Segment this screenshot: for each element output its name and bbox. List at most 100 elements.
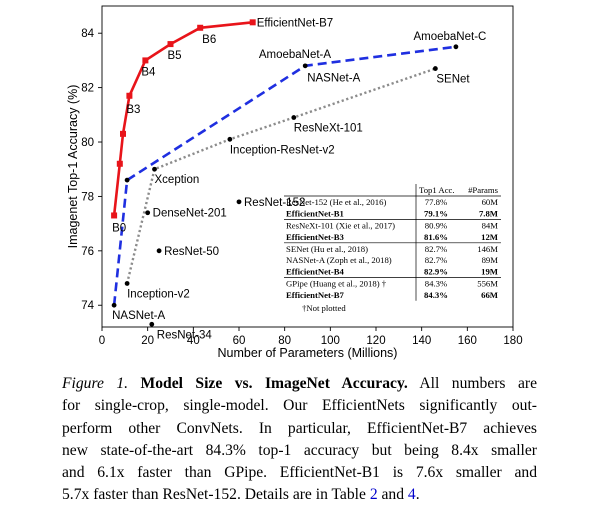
efficientnet-label: B4 bbox=[141, 66, 156, 78]
model-point bbox=[145, 210, 151, 216]
y-axis-label: Imagenet Top-1 Accuracy (%) bbox=[66, 85, 80, 249]
model-point bbox=[149, 321, 155, 327]
model-label: AmoebaNet-A bbox=[259, 49, 332, 61]
table-model: ResNet-152 (He et al., 2016) bbox=[286, 197, 386, 207]
nasnet-amoeba-line bbox=[112, 45, 457, 306]
y-tick-label: 76 bbox=[81, 246, 94, 258]
table-model: ResNeXt-101 (Xie et al., 2017) bbox=[286, 221, 395, 231]
table-acc: 84.3% bbox=[425, 279, 447, 289]
table-ref-link[interactable]: 2 bbox=[369, 486, 378, 504]
x-tick-label: 140 bbox=[412, 335, 431, 347]
x-tick-label: 120 bbox=[366, 335, 385, 347]
inception-senet-point bbox=[124, 281, 130, 286]
table-acc: 81.6% bbox=[424, 232, 448, 242]
efficientnet-line bbox=[112, 21, 253, 216]
caption-line-5: and 6.1x faster than GPipe. EfficientNet… bbox=[62, 464, 537, 482]
nasnet-amoeba-point bbox=[302, 63, 308, 69]
table-ref-link[interactable]: 4 bbox=[407, 486, 416, 504]
table-params: 556M bbox=[477, 279, 498, 289]
table-params: 89M bbox=[482, 255, 499, 265]
model-label: ResNet-34 bbox=[157, 329, 213, 341]
table-model: SENet (Hu et al., 2018) bbox=[286, 244, 368, 254]
efficientnet-point bbox=[142, 57, 149, 64]
caption-text-end: . bbox=[415, 486, 420, 504]
efficientnet-label: B6 bbox=[202, 34, 216, 46]
y-tick-label: 82 bbox=[81, 83, 94, 95]
x-tick-label: 20 bbox=[141, 335, 154, 347]
model-label: Inception-ResNet-v2 bbox=[230, 144, 335, 156]
nasnet-amoeba-point bbox=[111, 302, 117, 308]
y-tick-label: 74 bbox=[81, 300, 94, 312]
efficientnet-point bbox=[126, 92, 133, 99]
model-label: ResNeXt-101 bbox=[294, 123, 363, 135]
table-params: 84M bbox=[482, 221, 499, 231]
efficientnet-label: B5 bbox=[168, 50, 182, 62]
inception-senet-point bbox=[152, 166, 157, 172]
model-label: ResNet-152 bbox=[244, 197, 305, 209]
efficientnet-point bbox=[116, 160, 123, 167]
x-tick-label: 0 bbox=[99, 335, 105, 347]
x-axis-label: Number of Parameters (Millions) bbox=[218, 346, 398, 360]
efficientnet-point bbox=[197, 24, 204, 31]
model-label: Inception-v2 bbox=[127, 288, 190, 300]
table-params: 12M bbox=[481, 232, 498, 242]
table-model: EfficientNet-B4 bbox=[286, 266, 345, 276]
table-acc: 80.9% bbox=[425, 221, 447, 231]
table-params: 7.8M bbox=[479, 208, 498, 218]
x-tick-label: 40 bbox=[187, 335, 200, 347]
table-acc: 84.3% bbox=[424, 290, 448, 300]
table-model: NASNet-A (Zoph et al., 2018) bbox=[286, 255, 392, 265]
inception-senet-point bbox=[227, 136, 233, 142]
caption-title: Model Size vs. ImageNet Accuracy. bbox=[140, 375, 408, 392]
inception-senet-point bbox=[432, 66, 438, 71]
caption-line-4: new state-of-the-art 84.3% top-1 accurac… bbox=[62, 441, 537, 459]
efficientnet-point bbox=[120, 130, 127, 137]
caption-text-and: and bbox=[377, 486, 408, 504]
caption-text-0: All numbers are bbox=[407, 375, 538, 392]
nasnet-amoeba-point bbox=[453, 44, 459, 50]
model-label: ResNet-50 bbox=[164, 246, 219, 258]
caption-line-2: for single-crop, single-model. Our Effic… bbox=[62, 397, 537, 415]
inception-senet-point bbox=[291, 115, 297, 120]
table-params: 66M bbox=[481, 290, 498, 300]
table-header: Top1 Acc. bbox=[419, 185, 455, 195]
efficientnet-label: EfficientNet-B7 bbox=[257, 17, 334, 29]
y-tick-label: 80 bbox=[81, 137, 94, 149]
table-model: EfficientNet-B1 bbox=[286, 208, 344, 218]
model-label: Xception bbox=[155, 174, 200, 186]
table-acc: 82.7% bbox=[425, 255, 447, 265]
x-tick-label: 60 bbox=[233, 335, 246, 347]
inset-table: Top1 Acc. #Params ResNet-152 (He et al., 2… bbox=[284, 184, 501, 313]
caption-line-3: perform other ConvNets. In particular, E… bbox=[62, 419, 537, 437]
table-model: GPipe (Huang et al., 2018) † bbox=[286, 279, 387, 289]
table-params: 146M bbox=[477, 244, 498, 254]
x-tick-label: 180 bbox=[503, 335, 522, 347]
efficientnet-label: B0 bbox=[112, 222, 126, 234]
table-header: #Params bbox=[468, 185, 499, 195]
model-label: NASNet-A bbox=[307, 73, 360, 85]
table-model: EfficientNet-B3 bbox=[286, 232, 345, 242]
plot-frame bbox=[101, 5, 514, 328]
x-tick-label: 100 bbox=[321, 335, 340, 347]
chart-area: 0 20 40 60 80 100 120 140 160 180 74 76 78 80 82 84 Numb… bbox=[66, 5, 523, 360]
caption-line-1: Figure 1. Model Size vs. ImageNet Accura… bbox=[62, 373, 537, 395]
table-acc: 82.9% bbox=[424, 266, 448, 276]
table-params: 60M bbox=[482, 197, 499, 207]
figure-caption: Figure 1. Model Size vs. ImageNet Accura… bbox=[62, 373, 537, 507]
efficientnet-point bbox=[249, 19, 256, 26]
caption-label: Figure 1. bbox=[62, 375, 129, 392]
y-tick-label: 78 bbox=[81, 191, 94, 203]
y-tick-label: 84 bbox=[81, 28, 94, 40]
table-acc: 77.8% bbox=[425, 197, 447, 207]
table-model: EfficientNet-B7 bbox=[286, 290, 345, 300]
model-label: AmoebaNet-C bbox=[413, 31, 486, 43]
model-label: SENet bbox=[436, 74, 470, 86]
x-tick-label: 80 bbox=[278, 335, 291, 347]
caption-line-6: 5.7x faster than ResNet-152. Details are… bbox=[62, 484, 537, 506]
table-footnote: †Not plotted bbox=[302, 303, 346, 313]
model-label: NASNet-A bbox=[112, 310, 165, 322]
model-point bbox=[236, 199, 242, 205]
nasnet-amoeba-point bbox=[124, 177, 130, 183]
efficientnet-point bbox=[111, 212, 118, 219]
table-acc: 79.1% bbox=[424, 208, 448, 218]
